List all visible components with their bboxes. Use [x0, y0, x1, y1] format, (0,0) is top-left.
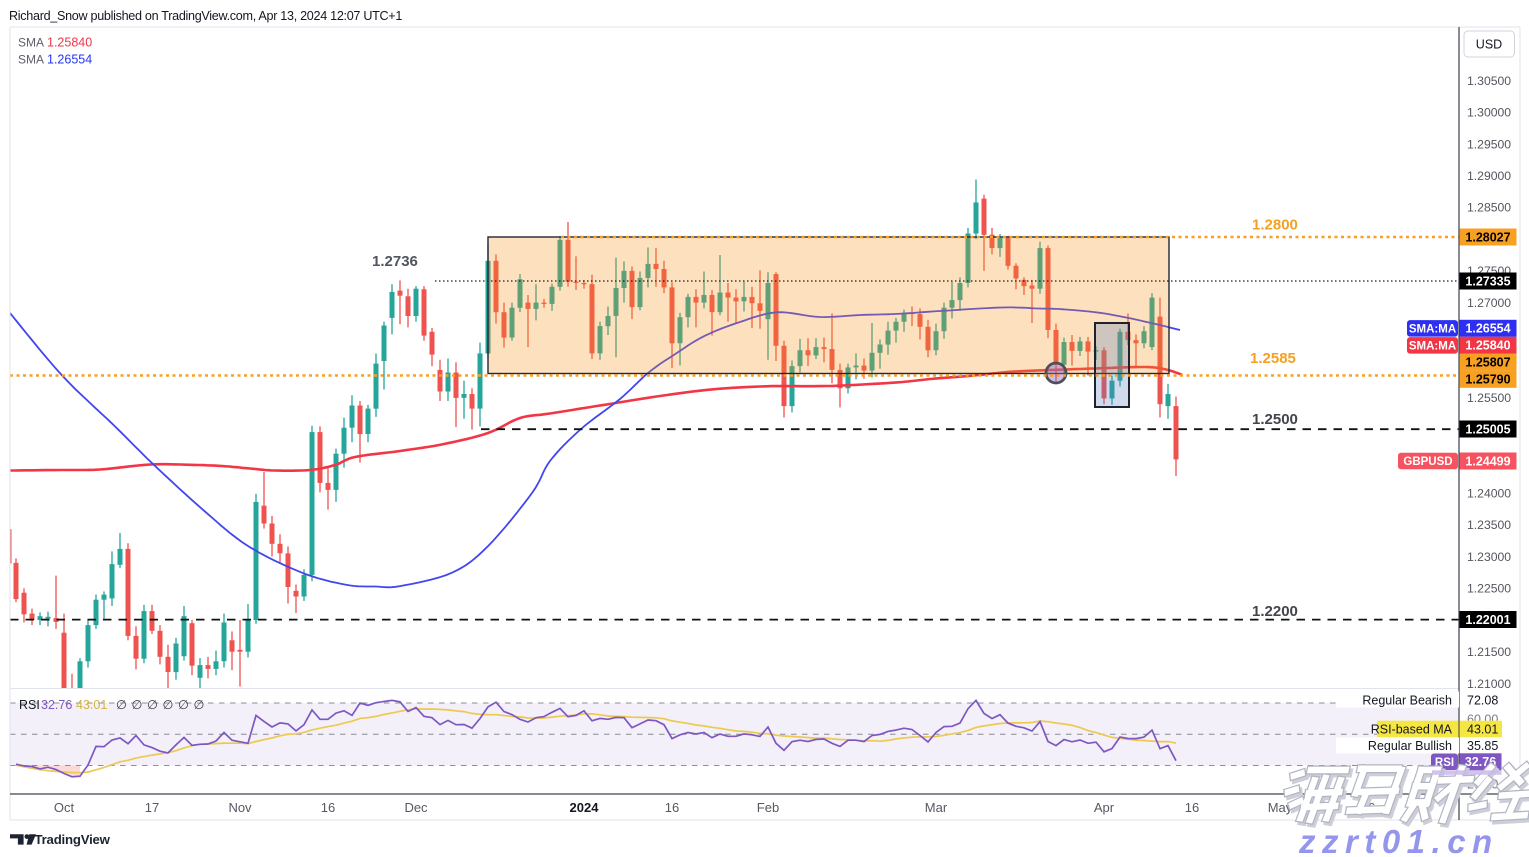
svg-text:Oct: Oct [54, 800, 75, 815]
svg-text:1.29500: 1.29500 [1467, 137, 1511, 151]
svg-text:1.25840: 1.25840 [1465, 339, 1510, 353]
svg-text:∅: ∅ [178, 698, 189, 712]
svg-text:2024: 2024 [570, 800, 600, 815]
svg-text:Nov: Nov [228, 800, 252, 815]
svg-text:Feb: Feb [757, 800, 779, 815]
svg-text:1.30000: 1.30000 [1467, 106, 1511, 120]
svg-text:1.2500: 1.2500 [1252, 411, 1298, 428]
svg-text:Apr: Apr [1094, 800, 1115, 815]
svg-text:1.29000: 1.29000 [1467, 169, 1511, 183]
svg-text:∅: ∅ [194, 698, 205, 712]
svg-text:32.76: 32.76 [41, 698, 72, 712]
svg-text:zzrt01.cn: zzrt01.cn [1298, 823, 1499, 857]
svg-text:1.22500: 1.22500 [1467, 582, 1511, 596]
svg-text:43.01: 43.01 [1467, 723, 1498, 737]
svg-text:1.28027: 1.28027 [1465, 230, 1510, 244]
svg-text:1.2200: 1.2200 [1252, 603, 1298, 620]
svg-text:1.22001: 1.22001 [1465, 613, 1510, 627]
svg-text:1.24499: 1.24499 [1465, 454, 1510, 468]
svg-text:17: 17 [145, 800, 159, 815]
svg-text:Regular Bearish: Regular Bearish [1362, 693, 1452, 707]
svg-text:16: 16 [665, 800, 679, 815]
svg-text:1.25840: 1.25840 [47, 36, 92, 50]
svg-text:1.23500: 1.23500 [1467, 518, 1511, 532]
svg-text:1.26554: 1.26554 [1465, 322, 1510, 336]
svg-text:1.26554: 1.26554 [47, 53, 92, 67]
svg-text:SMA:MA: SMA:MA [1409, 323, 1456, 335]
svg-text:1.28500: 1.28500 [1467, 201, 1511, 215]
svg-text:SMA: SMA [18, 36, 44, 50]
svg-text:1.24000: 1.24000 [1467, 486, 1511, 500]
svg-text:1.2800: 1.2800 [1252, 217, 1298, 234]
svg-text:1.27000: 1.27000 [1467, 296, 1511, 310]
svg-text:May: May [1268, 800, 1293, 815]
svg-text:1.2585: 1.2585 [1250, 350, 1296, 367]
svg-text:1.25807: 1.25807 [1465, 356, 1510, 370]
svg-text:1.21000: 1.21000 [1467, 677, 1511, 691]
svg-text:16: 16 [321, 800, 335, 815]
svg-text:∅: ∅ [147, 698, 158, 712]
svg-text:1.25005: 1.25005 [1465, 422, 1510, 436]
svg-text:∅: ∅ [163, 698, 174, 712]
svg-text:RSI-based MA: RSI-based MA [1371, 723, 1453, 737]
svg-text:GBPUSD: GBPUSD [1403, 456, 1452, 468]
svg-text:SMA:MA: SMA:MA [1409, 340, 1456, 352]
svg-text:USD: USD [1476, 38, 1502, 52]
svg-text:16: 16 [1185, 800, 1199, 815]
svg-text:1.30500: 1.30500 [1467, 74, 1511, 88]
svg-text:1.27335: 1.27335 [1465, 274, 1510, 288]
svg-text:Mar: Mar [925, 800, 948, 815]
svg-text:1.25500: 1.25500 [1467, 391, 1511, 405]
svg-text:∅: ∅ [116, 698, 127, 712]
svg-text:1.2736: 1.2736 [372, 253, 418, 270]
svg-text:SMA: SMA [18, 53, 44, 67]
svg-text:35.85: 35.85 [1467, 739, 1498, 753]
svg-text:1.25790: 1.25790 [1465, 373, 1510, 387]
svg-text:1.23000: 1.23000 [1467, 550, 1511, 564]
svg-text:zzrt01.cn: zzrt01.cn [1298, 823, 1499, 857]
svg-text:∅: ∅ [132, 698, 143, 712]
svg-text:1.21500: 1.21500 [1467, 645, 1511, 659]
svg-text:Richard_Snow published on Trad: Richard_Snow published on TradingView.co… [9, 9, 402, 23]
svg-text:RSI: RSI [19, 698, 40, 712]
svg-text:43.01: 43.01 [76, 698, 107, 712]
svg-text:Dec: Dec [404, 800, 428, 815]
svg-text:72.08: 72.08 [1467, 693, 1498, 707]
svg-text:TradingView: TradingView [35, 832, 111, 847]
svg-text:Regular Bullish: Regular Bullish [1368, 739, 1452, 753]
